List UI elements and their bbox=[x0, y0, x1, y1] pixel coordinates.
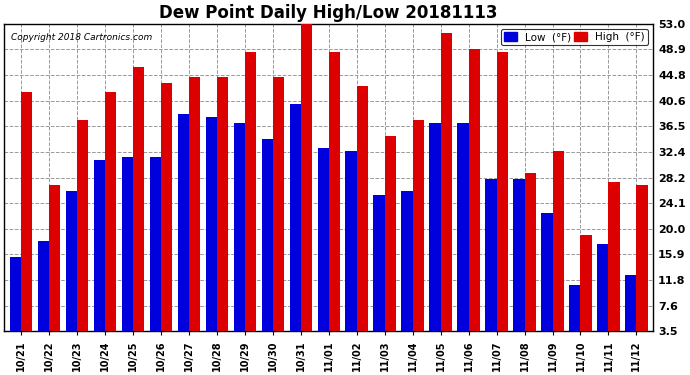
Bar bbox=[177, 114, 189, 331]
Bar bbox=[413, 120, 424, 331]
Bar bbox=[542, 213, 553, 331]
Bar bbox=[206, 117, 217, 331]
Bar bbox=[234, 123, 245, 331]
Bar bbox=[245, 52, 256, 331]
Bar bbox=[524, 173, 535, 331]
Title: Dew Point Daily High/Low 20181113: Dew Point Daily High/Low 20181113 bbox=[159, 4, 498, 22]
Bar bbox=[598, 244, 609, 331]
Bar bbox=[373, 195, 384, 331]
Bar bbox=[429, 123, 441, 331]
Bar bbox=[553, 151, 564, 331]
Bar bbox=[384, 135, 396, 331]
Bar bbox=[10, 256, 21, 331]
Bar bbox=[273, 76, 284, 331]
Bar bbox=[105, 92, 116, 331]
Bar bbox=[189, 76, 200, 331]
Bar bbox=[497, 52, 508, 331]
Text: Copyright 2018 Cartronics.com: Copyright 2018 Cartronics.com bbox=[10, 33, 152, 42]
Bar bbox=[150, 157, 161, 331]
Bar bbox=[636, 185, 648, 331]
Bar bbox=[346, 151, 357, 331]
Bar bbox=[513, 179, 524, 331]
Bar bbox=[49, 185, 60, 331]
Bar bbox=[580, 235, 591, 331]
Bar bbox=[262, 139, 273, 331]
Bar bbox=[485, 179, 497, 331]
Bar bbox=[133, 67, 144, 331]
Bar bbox=[441, 33, 452, 331]
Bar bbox=[569, 285, 580, 331]
Bar bbox=[290, 105, 301, 331]
Bar bbox=[469, 49, 480, 331]
Bar bbox=[77, 120, 88, 331]
Bar bbox=[161, 83, 172, 331]
Bar bbox=[121, 157, 133, 331]
Bar bbox=[402, 191, 413, 331]
Bar bbox=[217, 76, 228, 331]
Bar bbox=[317, 148, 328, 331]
Bar bbox=[625, 275, 636, 331]
Bar bbox=[94, 160, 105, 331]
Bar bbox=[301, 21, 312, 331]
Bar bbox=[357, 86, 368, 331]
Bar bbox=[328, 52, 340, 331]
Bar bbox=[38, 241, 49, 331]
Legend: Low  (°F), High  (°F): Low (°F), High (°F) bbox=[501, 29, 648, 45]
Bar bbox=[609, 182, 620, 331]
Bar bbox=[21, 92, 32, 331]
Bar bbox=[457, 123, 469, 331]
Bar bbox=[66, 191, 77, 331]
